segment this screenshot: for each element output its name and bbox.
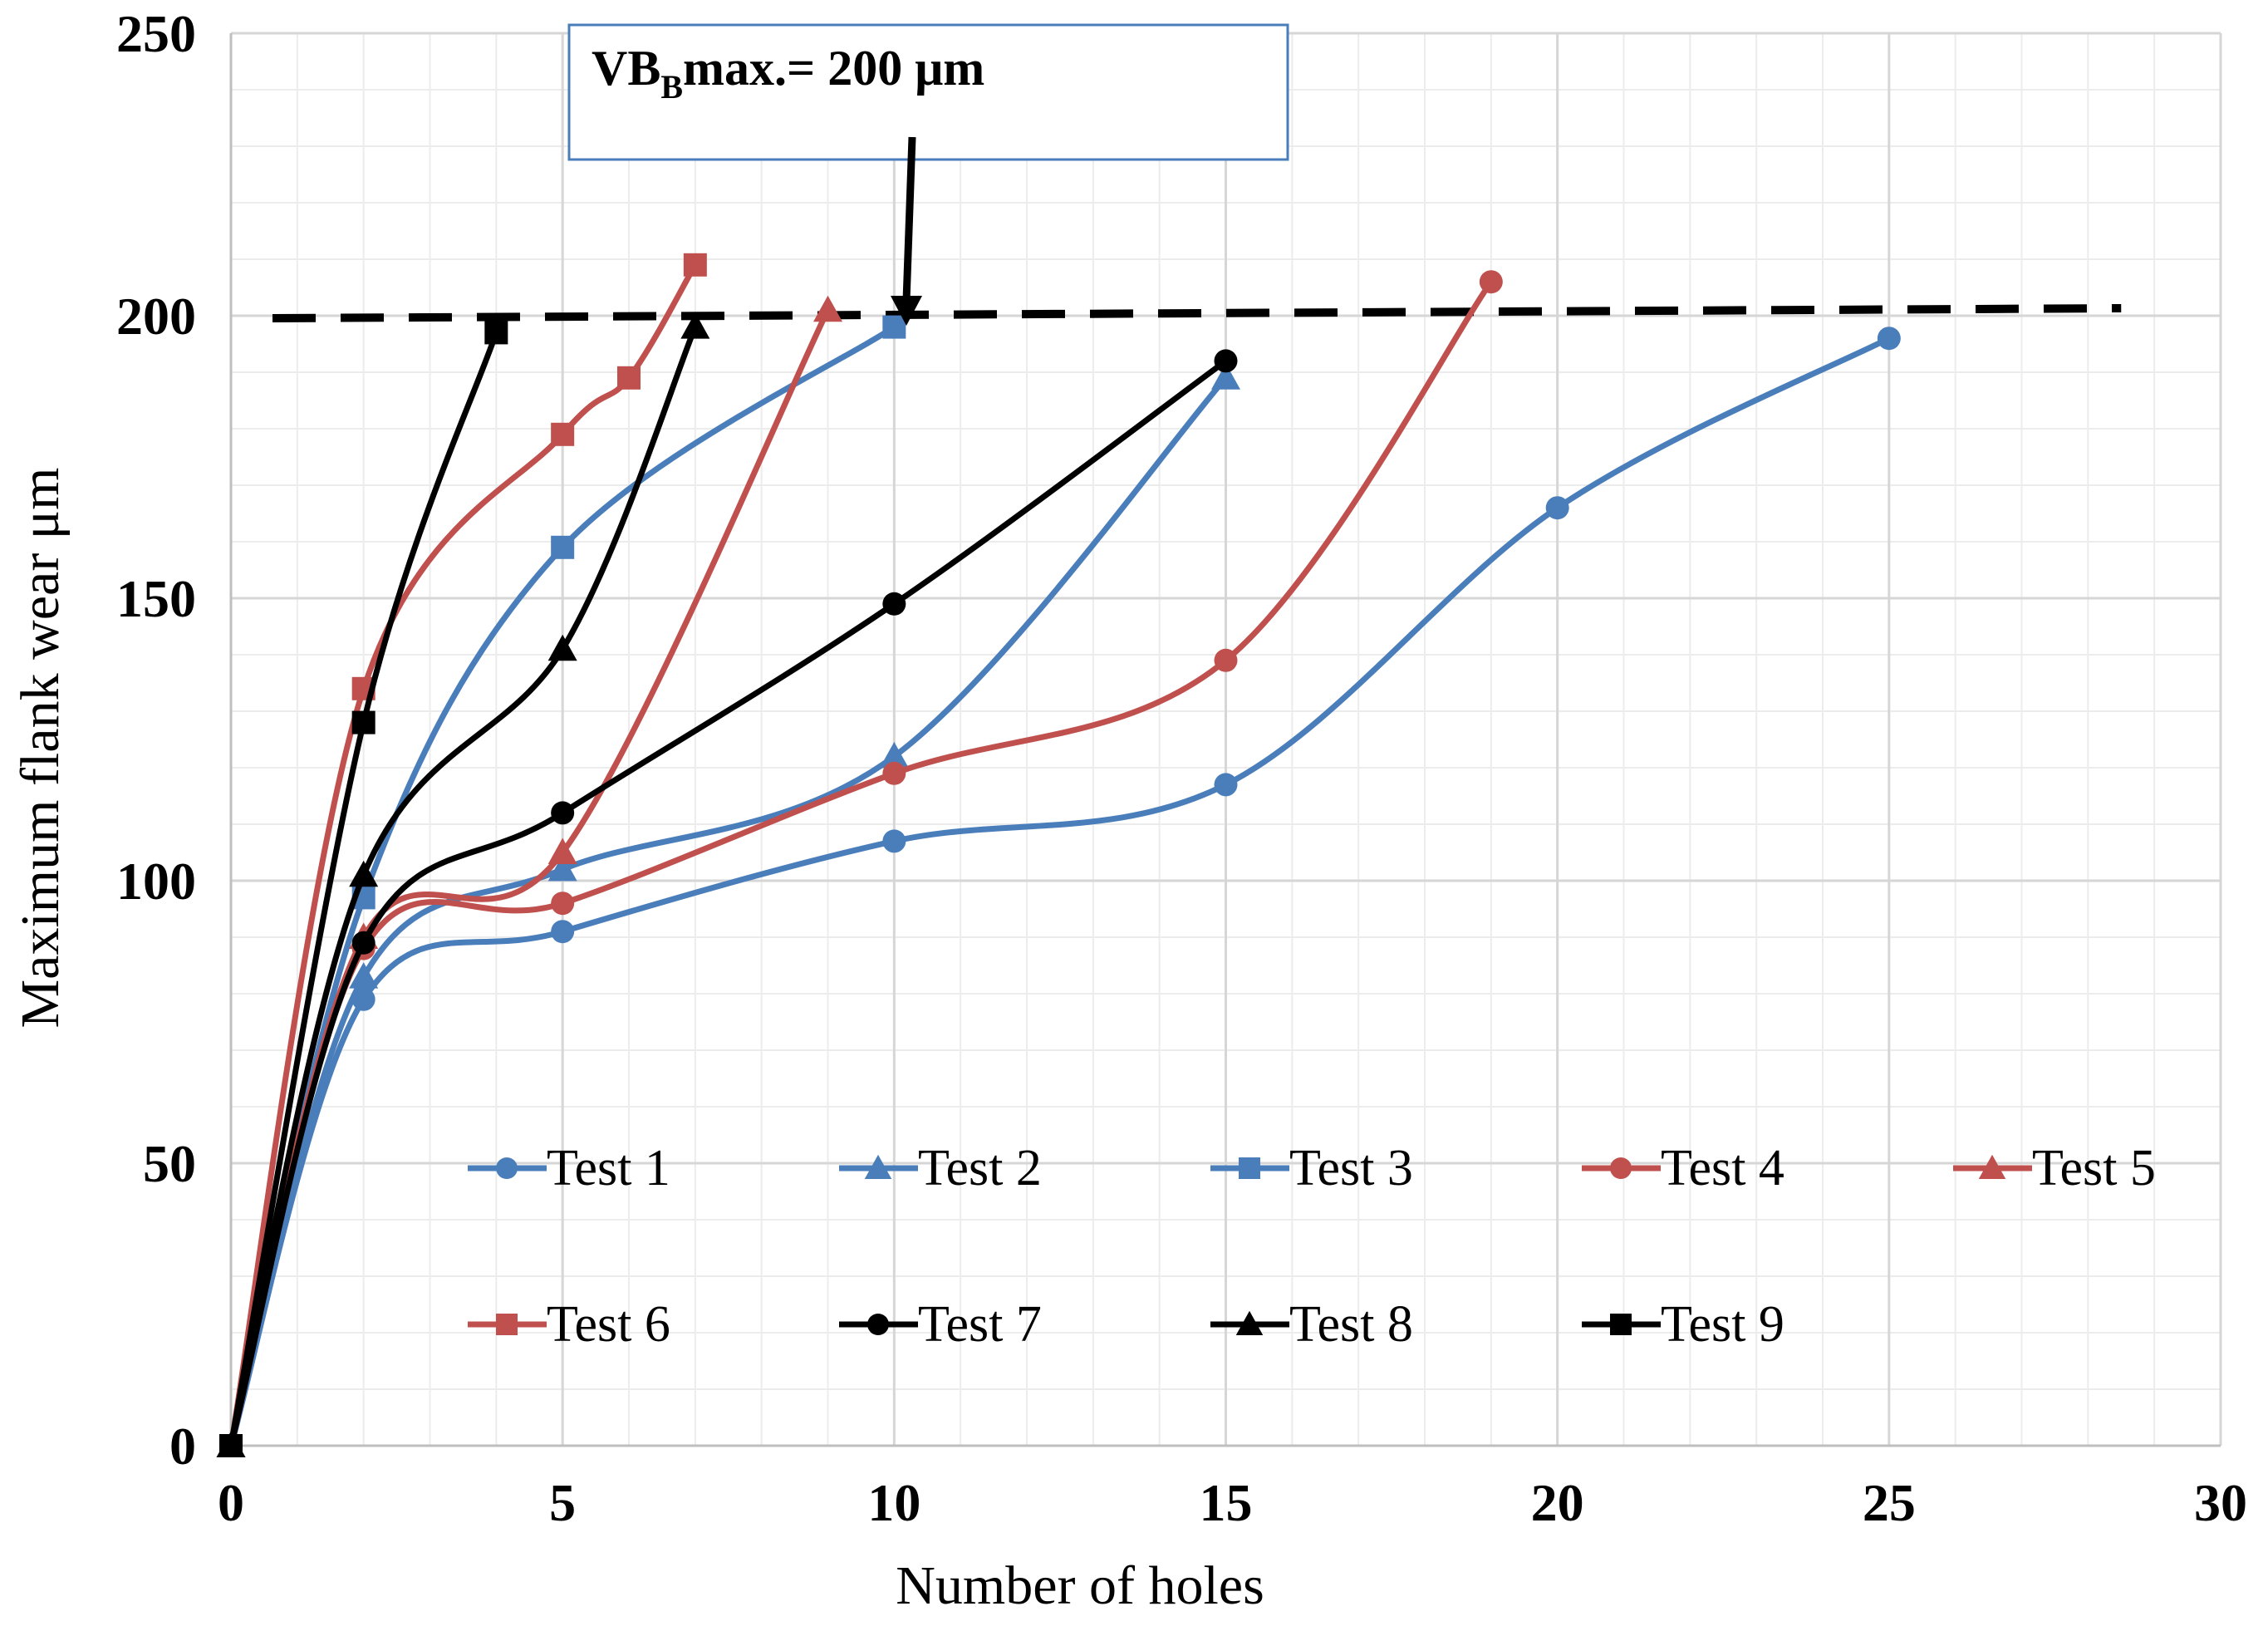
threshold-layer: [272, 304, 2122, 322]
data-point: [879, 741, 909, 769]
x-tick-label: 0: [218, 1473, 244, 1532]
data-point: [551, 892, 575, 916]
y-tick-label: 50: [143, 1134, 196, 1193]
legend-marker: [1610, 1157, 1632, 1179]
legend-marker: [864, 1154, 892, 1179]
data-point: [813, 295, 842, 322]
legend-item: Test 1: [468, 1140, 670, 1196]
y-tick-label: 200: [116, 287, 196, 346]
data-point: [351, 931, 376, 955]
legend-marker: [496, 1157, 518, 1179]
legend-item: Test 4: [1582, 1140, 1784, 1196]
data-point: [1479, 270, 1503, 294]
legend-label: Test 2: [918, 1140, 1042, 1196]
legend-item: Test 7: [839, 1296, 1042, 1353]
legend-marker: [1978, 1154, 2006, 1179]
data-point: [1545, 496, 1569, 520]
data-point: [1877, 327, 1901, 351]
y-tick-label: 250: [116, 4, 196, 63]
annotation-text: VBBmax.= 200 μm: [592, 41, 984, 106]
data-point: [551, 535, 575, 559]
data-point: [882, 829, 906, 853]
data-point: [219, 1434, 243, 1457]
legend-marker: [1235, 1310, 1264, 1335]
legend-item: Test 9: [1582, 1296, 1784, 1353]
axis-layer: 0 5 10 15 20 25 30 0 50 100 150 200 250: [116, 4, 2247, 1532]
y-tick-label: 150: [116, 569, 196, 628]
y-tick-label: 0: [169, 1417, 196, 1476]
data-point: [1214, 349, 1238, 373]
legend-item: Test 5: [1953, 1140, 2156, 1196]
data-point: [547, 634, 577, 661]
data-point: [680, 312, 710, 339]
x-tick-label: 10: [867, 1473, 920, 1532]
series-layer: [216, 253, 1901, 1457]
series-line: [228, 332, 499, 1447]
data-point: [882, 315, 906, 339]
annotation-layer: VBBmax.= 200 μm: [567, 23, 1289, 326]
legend-label: Test 3: [1289, 1140, 1413, 1196]
data-point: [882, 761, 906, 785]
legend-label: Test 6: [547, 1296, 670, 1353]
legend-item: Test 6: [468, 1296, 670, 1353]
x-tick-label: 30: [2194, 1473, 2247, 1532]
data-point: [683, 253, 707, 277]
annotation-arrow-head: [891, 296, 922, 326]
data-point: [1214, 648, 1238, 672]
legend-label: Test 9: [1661, 1296, 1784, 1353]
data-point: [1211, 363, 1240, 390]
series-test-9: [219, 321, 508, 1457]
data-point: [547, 854, 577, 882]
legend-label: Test 7: [918, 1296, 1042, 1353]
series-line: [228, 326, 699, 1447]
annotation-arrow-shaft: [902, 136, 916, 302]
data-point: [349, 962, 379, 989]
x-axis-title: Number of holes: [896, 1555, 1264, 1616]
legend-marker: [867, 1314, 889, 1335]
y-axis-title: Maximum flank wear μm: [10, 467, 71, 1028]
y-tick-label: 100: [116, 852, 196, 911]
legend-label: Test 5: [2032, 1140, 2156, 1196]
legend-item: Test 8: [1210, 1296, 1413, 1353]
data-point: [551, 422, 575, 446]
legend-label: Test 4: [1661, 1140, 1784, 1196]
data-point: [882, 592, 906, 616]
annotation-box: [567, 23, 1289, 161]
legend-label: Test 1: [547, 1140, 670, 1196]
legend-item: Test 2: [839, 1140, 1042, 1196]
legend-marker: [1239, 1157, 1260, 1179]
data-point: [484, 321, 508, 345]
legend: Test 1 Test 2 Test 3 Test 4 Test 5 Test 6 Test…: [468, 1140, 2156, 1353]
data-point: [1214, 773, 1238, 797]
legend-marker: [1610, 1314, 1632, 1335]
threshold-line: [272, 304, 2122, 322]
data-point: [349, 860, 379, 887]
legend-marker: [496, 1314, 518, 1335]
data-point: [551, 801, 575, 825]
legend-item: Test 3: [1210, 1140, 1413, 1196]
data-point: [617, 366, 641, 390]
data-point: [551, 920, 575, 944]
legend-label: Test 8: [1289, 1296, 1413, 1353]
data-point: [351, 710, 376, 734]
data-point: [547, 838, 577, 864]
x-tick-label: 20: [1531, 1473, 1584, 1532]
x-tick-label: 5: [549, 1473, 576, 1532]
x-tick-label: 15: [1200, 1473, 1253, 1532]
x-tick-label: 25: [1863, 1473, 1916, 1532]
